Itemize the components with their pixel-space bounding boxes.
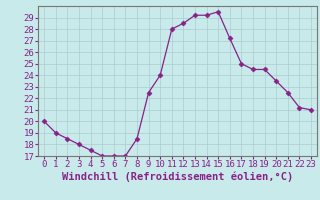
X-axis label: Windchill (Refroidissement éolien,°C): Windchill (Refroidissement éolien,°C) (62, 172, 293, 182)
